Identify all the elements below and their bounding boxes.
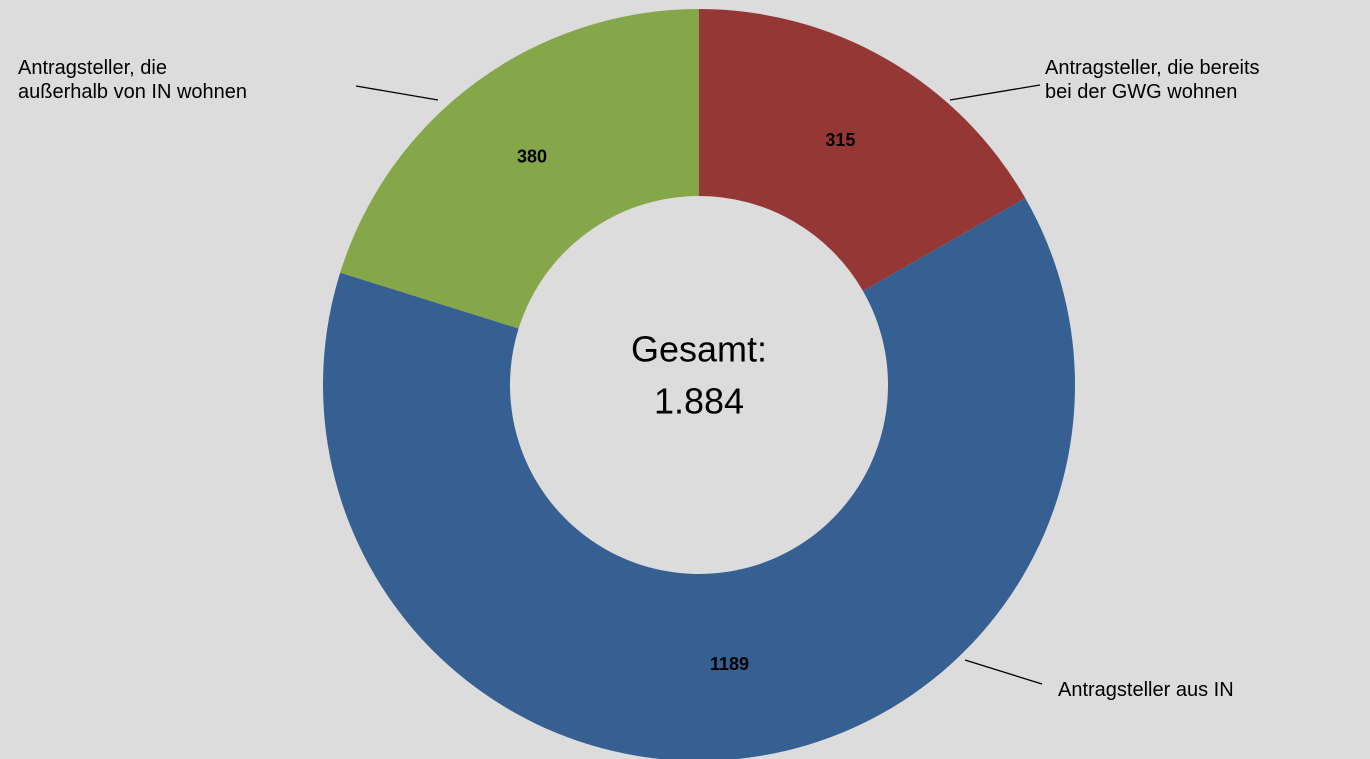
category-label: Antragsteller, die bereits bei der GWG w… xyxy=(1045,57,1260,103)
slice xyxy=(323,198,1075,759)
data-label: 315 xyxy=(825,130,855,150)
slice xyxy=(340,9,699,329)
leader-line xyxy=(355,85,439,101)
data-label: 1189 xyxy=(710,654,749,674)
leader-line xyxy=(964,659,1043,685)
center-total: 1.884 xyxy=(654,381,744,422)
category-label: Antragsteller aus IN xyxy=(1058,679,1234,701)
data-label: 380 xyxy=(517,146,547,166)
category-label: Antragsteller, die außerhalb von IN wohn… xyxy=(18,57,248,103)
center-title: Gesamt: xyxy=(631,329,767,370)
slice xyxy=(699,9,1026,292)
leader-line xyxy=(949,84,1041,101)
